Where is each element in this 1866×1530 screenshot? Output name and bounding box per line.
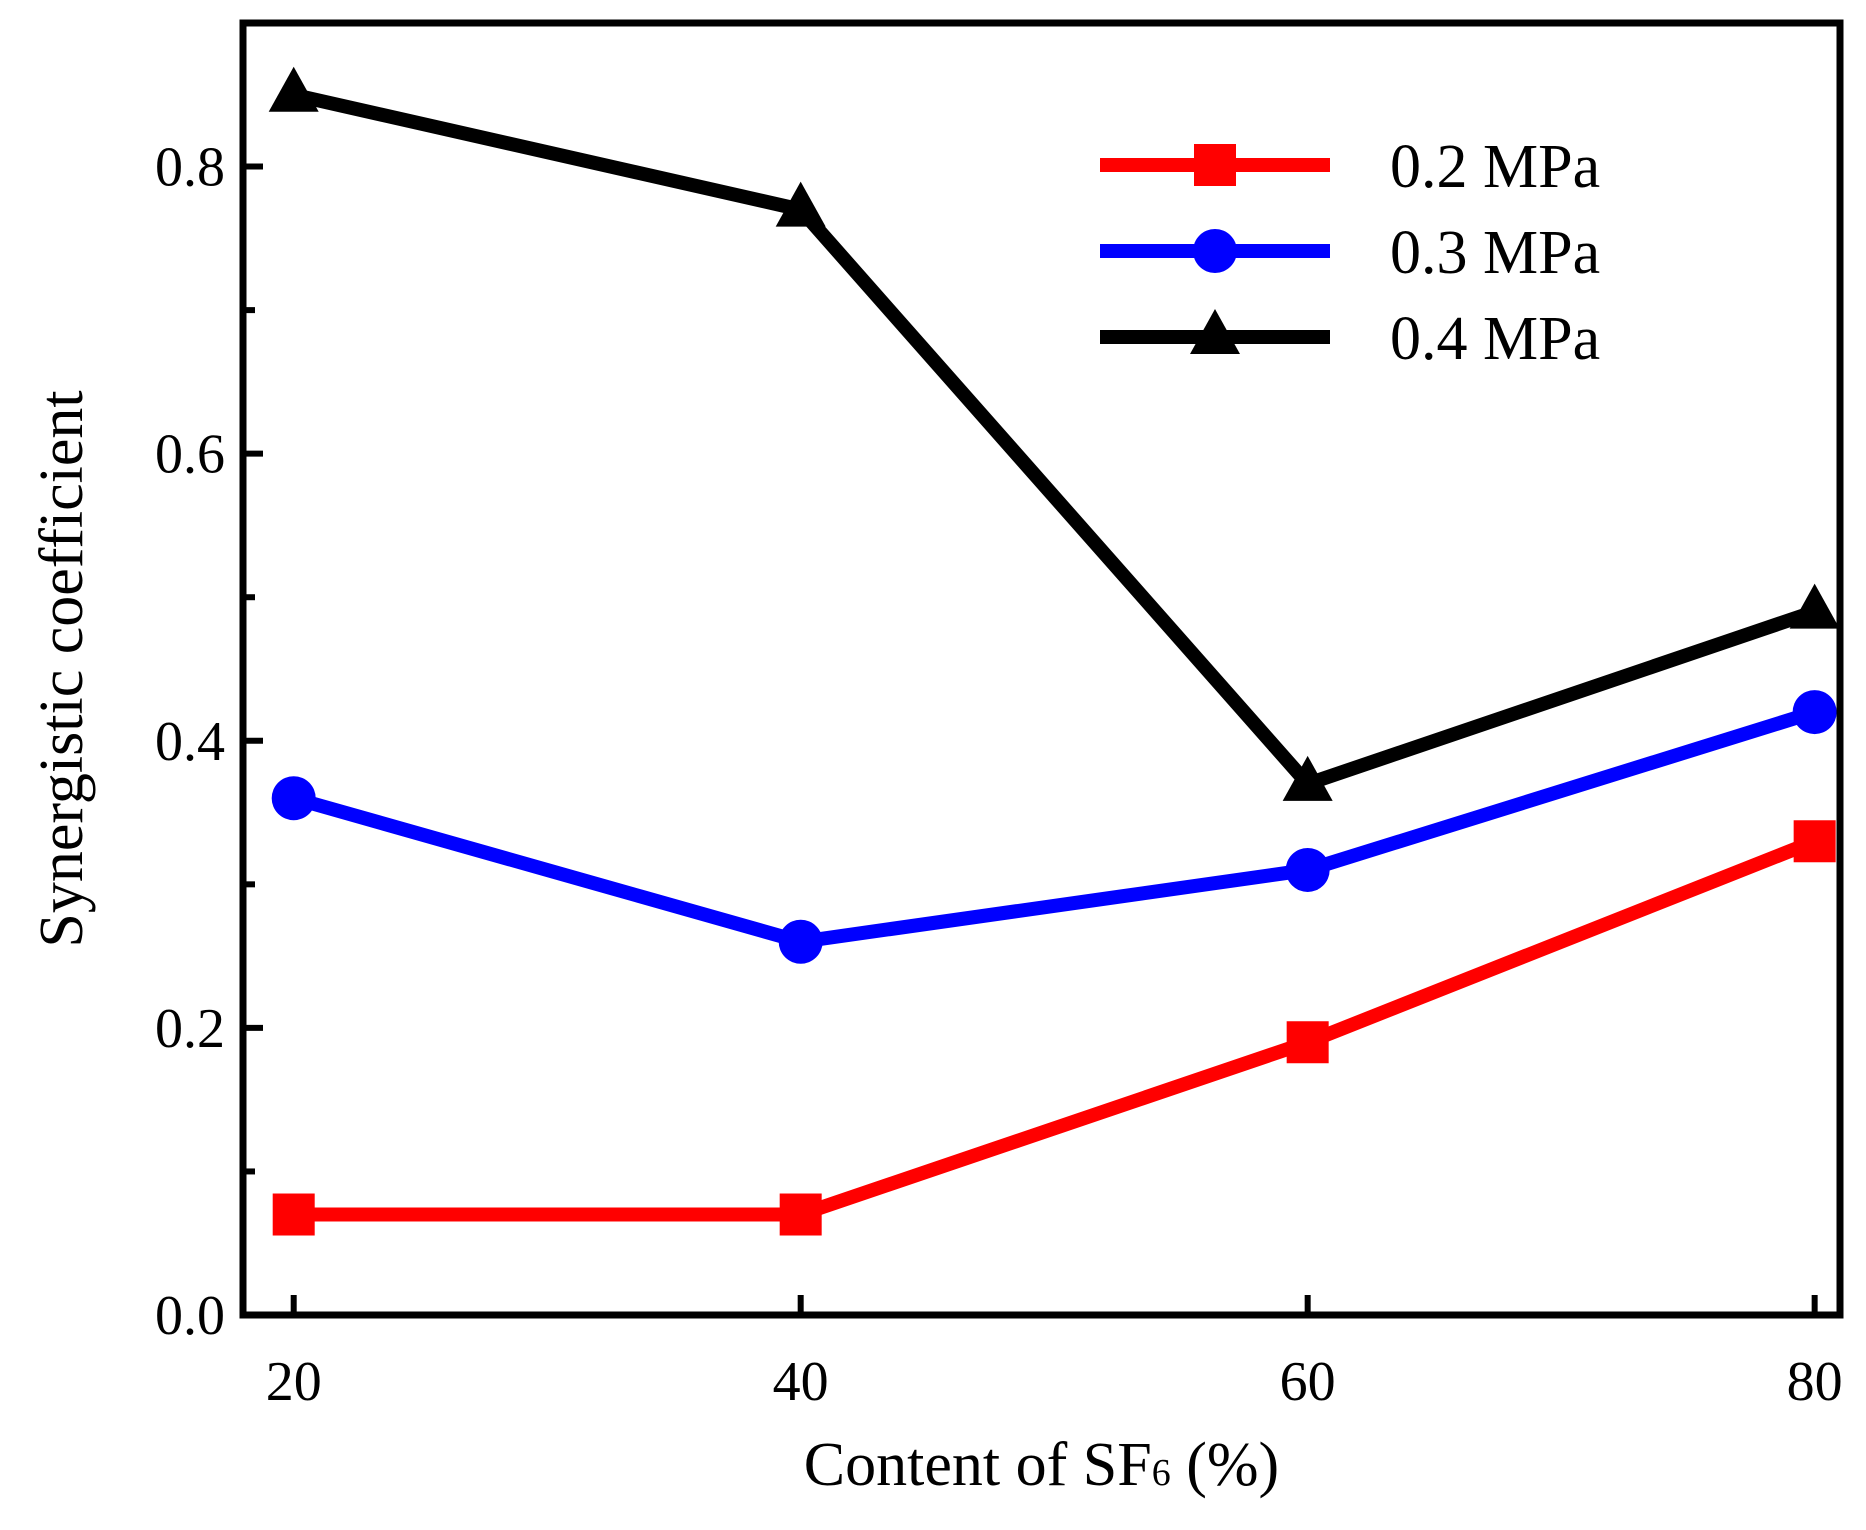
series-line xyxy=(292,87,1817,792)
x-tick-label: 80 xyxy=(1787,1351,1843,1413)
series-group xyxy=(268,66,1840,1236)
series-line xyxy=(293,834,1818,1222)
legend-label: 0.2 MPa xyxy=(1390,133,1600,201)
series-0-3-MPa xyxy=(271,690,1837,964)
x-axis-title-subscript: 6 xyxy=(1152,1452,1171,1494)
legend-label: 0.4 MPa xyxy=(1390,305,1600,373)
y-tick-label: 0.6 xyxy=(155,424,225,486)
y-tick-label: 0.4 xyxy=(155,711,225,773)
data-point-marker xyxy=(779,1193,822,1236)
data-point-marker xyxy=(1286,1021,1329,1064)
legend-entry: 0.3 MPa xyxy=(1100,219,1600,287)
y-tick-label: 0.0 xyxy=(155,1285,225,1347)
legend-marker xyxy=(1193,229,1237,273)
data-point-marker xyxy=(1789,583,1840,629)
legend-entry: 0.4 MPa xyxy=(1100,305,1600,373)
legend: 0.2 MPa 0.3 MPa 0.4 MPa xyxy=(1100,133,1600,373)
data-point-marker xyxy=(1282,755,1333,801)
data-point-marker xyxy=(268,66,319,112)
x-tick-label: 20 xyxy=(266,1351,322,1413)
data-point-marker xyxy=(1285,847,1330,892)
series-0-4-MPa xyxy=(268,66,1840,801)
legend-entry: 0.2 MPa xyxy=(1100,133,1600,201)
series-0-2-MPa xyxy=(272,820,1836,1236)
data-point-marker xyxy=(272,1193,315,1236)
data-point-marker xyxy=(778,919,823,964)
data-point-marker xyxy=(1793,820,1836,863)
y-tick-label: 0.8 xyxy=(155,137,225,199)
data-point-marker xyxy=(271,776,316,821)
data-point-marker xyxy=(1792,690,1837,735)
x-tick-label: 40 xyxy=(773,1351,829,1413)
x-axis-title-tail: (%) xyxy=(1171,1431,1279,1499)
plot-frame xyxy=(239,19,1844,1319)
x-axis-title: Content of SF6 (%) xyxy=(804,1431,1279,1499)
y-axis-title: Synergistic coefficient xyxy=(28,390,96,947)
legend-label: 0.3 MPa xyxy=(1390,219,1600,287)
x-axis-title-main: Content of SF xyxy=(804,1431,1152,1499)
legend-marker xyxy=(1190,309,1240,354)
series-line xyxy=(291,705,1817,949)
y-tick-label: 0.2 xyxy=(155,998,225,1060)
tick-labels: 0.0 0.2 0.4 0.6 0.8 20 40 60 80 xyxy=(155,137,1843,1413)
legend-marker xyxy=(1194,144,1236,186)
x-tick-label: 60 xyxy=(1280,1351,1336,1413)
data-point-marker xyxy=(775,181,826,227)
